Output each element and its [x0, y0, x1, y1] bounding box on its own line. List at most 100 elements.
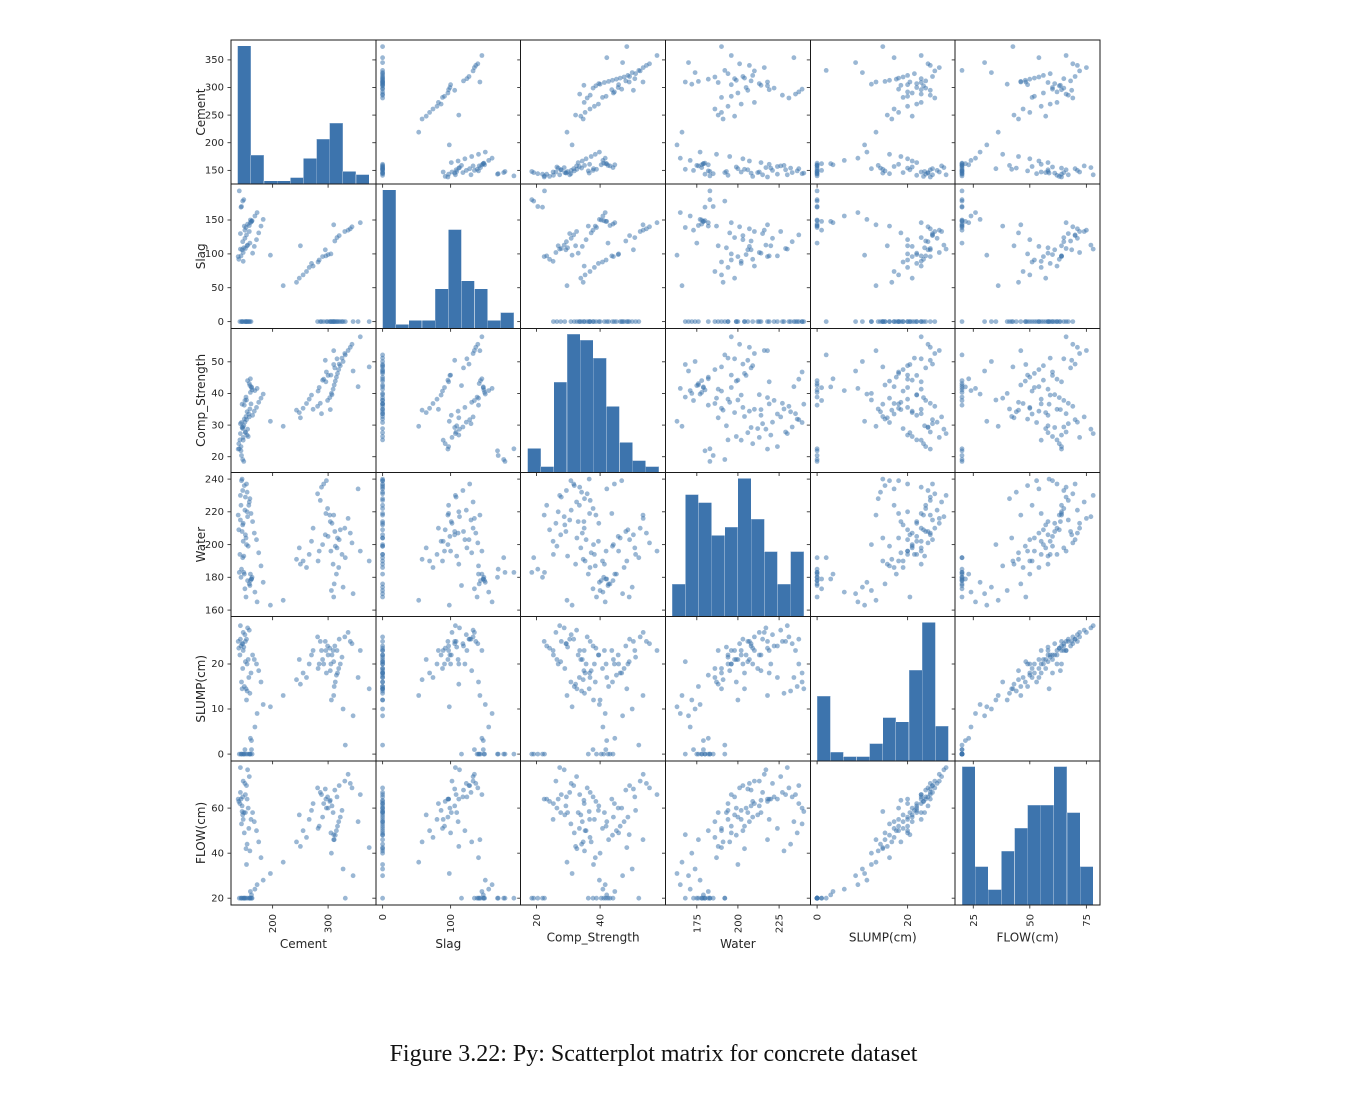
data-point	[735, 254, 741, 259]
data-point	[1010, 44, 1016, 49]
data-point	[247, 848, 253, 854]
data-point	[577, 91, 583, 97]
data-point	[1043, 113, 1049, 119]
data-point	[606, 319, 611, 324]
data-point	[1045, 648, 1051, 653]
data-point	[1075, 632, 1080, 638]
data-point	[246, 627, 252, 633]
data-point	[878, 165, 883, 171]
data-point	[434, 661, 440, 667]
data-point	[327, 512, 333, 518]
data-point	[626, 594, 632, 600]
data-point	[323, 648, 329, 653]
data-point	[760, 421, 765, 427]
data-point	[380, 742, 385, 748]
data-point	[715, 112, 721, 118]
data-point	[1072, 417, 1078, 423]
data-point	[819, 168, 824, 173]
data-point	[600, 886, 606, 892]
data-point	[462, 828, 468, 834]
data-point	[603, 548, 609, 554]
data-point	[914, 373, 920, 378]
data-point	[331, 581, 337, 587]
data-point	[309, 261, 314, 266]
y-axis-label-slag: Slag	[194, 243, 208, 269]
data-point	[445, 512, 451, 518]
data-point	[1061, 398, 1067, 403]
data-point	[350, 591, 356, 597]
data-point	[959, 581, 965, 587]
data-point	[587, 106, 593, 112]
data-point	[472, 895, 477, 901]
data-point	[440, 558, 445, 564]
data-point	[555, 509, 561, 515]
data-point	[862, 142, 867, 148]
data-point	[781, 406, 787, 412]
data-point	[467, 166, 473, 172]
data-point	[479, 548, 485, 554]
hist-bar	[987, 889, 1002, 906]
data-point	[1009, 166, 1015, 172]
data-point	[748, 238, 754, 244]
y-tick-label: 30	[211, 420, 224, 431]
data-point	[878, 409, 883, 415]
data-point	[531, 895, 537, 901]
data-point	[238, 431, 243, 436]
data-point	[446, 602, 452, 608]
hist-panel-slag	[372, 183, 522, 332]
hist-bar	[645, 466, 660, 473]
data-point	[796, 636, 802, 642]
data-point	[1007, 163, 1012, 168]
data-point	[743, 85, 749, 90]
data-point	[728, 82, 734, 88]
data-point	[616, 661, 621, 667]
data-point	[682, 394, 688, 400]
data-point	[995, 283, 1001, 289]
data-point	[579, 530, 585, 536]
data-point	[727, 839, 733, 845]
data-point	[756, 392, 762, 398]
data-point	[573, 112, 578, 118]
data-point	[448, 810, 454, 815]
data-point	[1077, 351, 1082, 356]
data-point	[740, 405, 746, 410]
data-point	[765, 639, 770, 644]
data-point	[930, 74, 935, 79]
data-point	[495, 566, 501, 572]
data-point	[780, 92, 785, 98]
data-point	[1043, 666, 1049, 671]
data-point	[610, 832, 615, 838]
data-point	[918, 538, 924, 544]
data-point	[1070, 403, 1076, 409]
data-point	[380, 848, 385, 854]
data-point	[1036, 486, 1042, 492]
data-point	[579, 688, 584, 694]
data-point	[558, 792, 564, 797]
data-point	[564, 693, 570, 698]
data-point	[765, 446, 770, 452]
data-point	[254, 828, 259, 834]
data-point	[1013, 165, 1019, 171]
data-point	[598, 895, 604, 901]
data-point	[316, 661, 322, 667]
data-point	[477, 512, 483, 518]
data-point	[380, 543, 385, 549]
data-point	[747, 657, 752, 662]
data-point	[887, 420, 892, 425]
data-point	[577, 484, 583, 490]
data-point	[1061, 356, 1067, 362]
data-point	[315, 319, 320, 324]
data-point	[733, 164, 739, 170]
data-point	[542, 570, 547, 575]
data-point	[1090, 172, 1096, 178]
data-point	[296, 812, 302, 818]
data-point	[564, 283, 570, 289]
scatter-panel-slag-vs-cement	[227, 183, 377, 332]
data-point	[943, 431, 949, 436]
data-point	[939, 229, 944, 234]
data-point	[495, 171, 500, 177]
data-point	[380, 411, 385, 417]
data-point	[909, 254, 915, 259]
data-point	[470, 499, 476, 505]
data-point	[434, 552, 440, 557]
